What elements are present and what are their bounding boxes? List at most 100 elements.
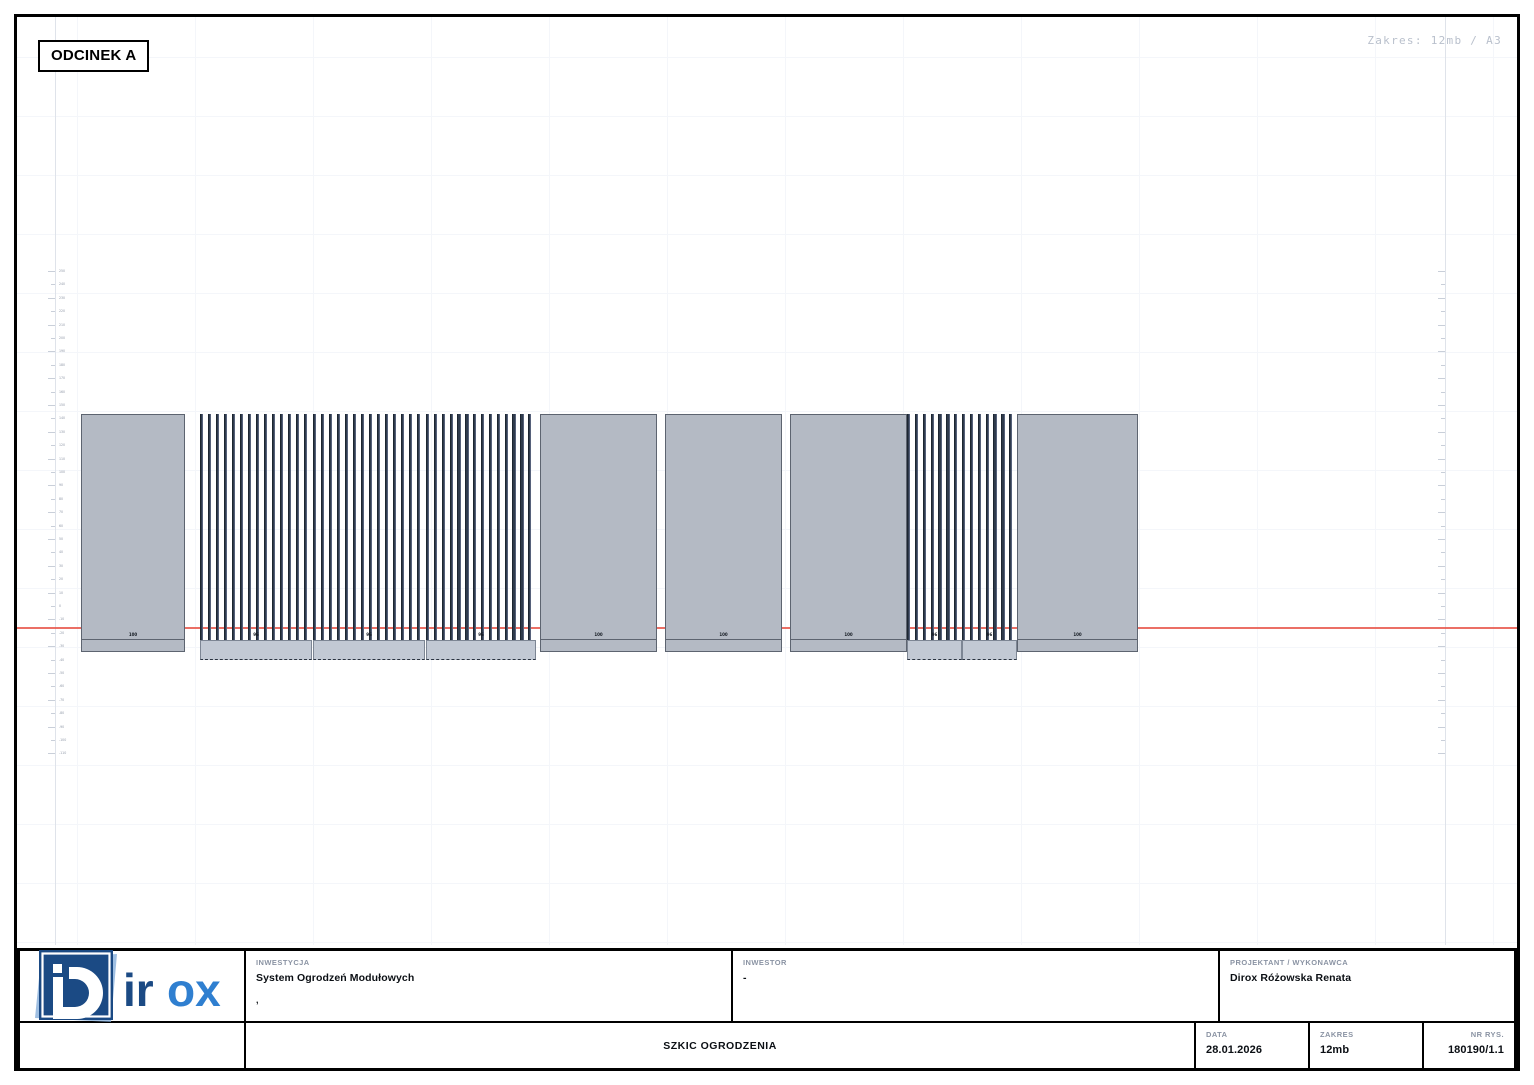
- svg-text:ir: ir: [123, 964, 154, 1016]
- ruler-label: 220: [59, 309, 66, 314]
- ruler-tick: [48, 619, 55, 621]
- investment-value: System Ogrodzeń Modułowych: [256, 972, 415, 984]
- fence-slat: [296, 414, 300, 650]
- post-footing: [962, 640, 1017, 660]
- fence-slat: [377, 414, 381, 650]
- ruler-tick: [1438, 378, 1445, 380]
- fence-panel-slatted[interactable]: 96: [907, 17, 962, 945]
- ruler-tick: [1438, 592, 1445, 594]
- fence-slat: [329, 414, 333, 650]
- ruler-tick: [48, 405, 55, 406]
- ruler-tick: [51, 579, 55, 581]
- svg-text:ox: ox: [167, 964, 221, 1016]
- post-footing: [907, 640, 962, 660]
- ruler-tick: [1438, 673, 1445, 674]
- fence-elevation[interactable]: 100 96 96 96 100 100 100 96 96 100: [17, 17, 1517, 945]
- grid-line-horizontal: [17, 175, 1517, 176]
- ruler-tick: [48, 512, 55, 514]
- fence-panel-solid[interactable]: 100: [1017, 17, 1138, 945]
- fence-slat: [272, 414, 276, 650]
- fence-slat: [496, 414, 500, 650]
- fence-slat: [385, 414, 389, 650]
- ruler-tick: [51, 713, 55, 715]
- ruler-tick: [51, 659, 55, 661]
- ruler-label: -40: [59, 657, 65, 662]
- ruler-tick: [1438, 324, 1445, 326]
- ruler-label: -90: [59, 724, 65, 729]
- ruler-tick: [1438, 485, 1445, 487]
- date-cell: DATA 28.01.2026: [1196, 1023, 1310, 1068]
- module-dimension-label: 96: [253, 632, 259, 637]
- drawing-title-cell: SZKIC OGRODZENIA: [246, 1023, 1196, 1068]
- ruler-label: 180: [59, 362, 66, 367]
- post-footing: [200, 640, 312, 660]
- designer-caption: PROJEKTANT / WYKONAWCA: [1230, 958, 1349, 967]
- ruler-tick: [51, 445, 55, 447]
- fence-slat: [488, 414, 493, 650]
- fence-slat: [922, 414, 926, 650]
- fence-panel-slatted[interactable]: 96: [426, 17, 536, 945]
- ruler-tick: [1441, 391, 1445, 393]
- grid-line-vertical: [1257, 17, 1258, 945]
- fence-panel-solid[interactable]: 100: [540, 17, 657, 945]
- date-caption: DATA: [1206, 1030, 1228, 1039]
- drawing-number-caption: NR RYS.: [1470, 1030, 1504, 1039]
- grid-line-vertical: [1139, 17, 1140, 945]
- ruler-label: 120: [59, 443, 66, 448]
- fence-slat: [256, 414, 260, 650]
- fence-slat: [433, 414, 438, 650]
- fence-slat: [401, 414, 405, 650]
- module-dimension-label: 96: [366, 632, 372, 637]
- module-dimension-label: 100: [719, 632, 728, 637]
- fence-slat: [993, 414, 997, 650]
- ruler-tick: [48, 753, 55, 755]
- fence-panel-solid[interactable]: 100: [790, 17, 907, 945]
- panel-base-rail: [81, 639, 185, 652]
- ruler-label: 170: [59, 376, 66, 381]
- scope-cell: ZAKRES 12mb: [1310, 1023, 1424, 1068]
- ruler-tick: [48, 726, 55, 728]
- scope-value: 12mb: [1320, 1044, 1350, 1056]
- designer-value: Dirox Różowska Renata: [1230, 972, 1352, 984]
- grid-line-horizontal: [17, 706, 1517, 707]
- drawing-canvas[interactable]: 250 240 230 220 210 200 190 180 170 160 150 140 130 1…: [17, 17, 1517, 945]
- fence-slat: [288, 414, 292, 650]
- fence-slat: [409, 414, 413, 650]
- grid-line-vertical: [1493, 17, 1494, 945]
- fence-slat: [353, 414, 357, 650]
- fence-panel-slatted[interactable]: 96: [313, 17, 425, 945]
- fence-slat: [393, 414, 397, 650]
- ruler-tick: [1438, 726, 1445, 728]
- fence-slat: [914, 414, 919, 650]
- grid-line-horizontal: [17, 765, 1517, 766]
- ruler-label: 150: [59, 403, 66, 407]
- ruler-tick: [48, 485, 55, 487]
- fence-panel-solid[interactable]: 100: [665, 17, 782, 945]
- ruler-tick: [48, 351, 55, 353]
- fence-panel-slatted[interactable]: 96: [200, 17, 312, 945]
- fence-slat: [977, 414, 981, 650]
- ruler-tick: [1438, 646, 1445, 648]
- ruler-tick: [1441, 364, 1445, 366]
- ruler-tick: [51, 472, 55, 473]
- ruler-tick: [48, 324, 55, 326]
- ruler-label: 40: [59, 550, 64, 555]
- ruler-tick: [1441, 525, 1445, 527]
- fence-panel-solid[interactable]: 100: [81, 17, 185, 945]
- panel-base-rail: [1017, 639, 1138, 652]
- module-dimension-label: 96: [931, 632, 938, 637]
- ruler-tick: [1438, 753, 1445, 755]
- panel-infill: [1017, 414, 1138, 639]
- fence-slat: [417, 414, 421, 650]
- ruler-tick: [1438, 431, 1445, 433]
- grid-line-horizontal: [17, 824, 1517, 825]
- ruler-tick: [51, 525, 55, 527]
- module-dimension-label: 100: [844, 632, 853, 637]
- fence-panel-slatted[interactable]: 96: [962, 17, 1017, 945]
- ruler-tick: [1441, 552, 1445, 554]
- panel-base-rail: [540, 639, 657, 652]
- fence-slat: [985, 414, 989, 650]
- fence-slat: [345, 414, 349, 650]
- fence-slat: [938, 414, 942, 650]
- section-label: ODCINEK A: [38, 40, 150, 72]
